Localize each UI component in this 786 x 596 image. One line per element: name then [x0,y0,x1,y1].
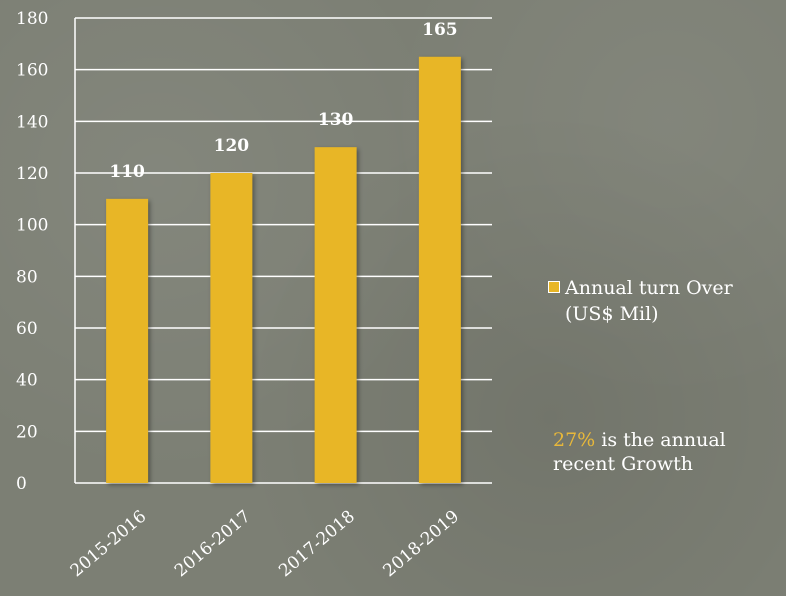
bar [106,198,149,484]
y-tick-label: 80 [16,267,38,287]
x-tick-label: 2015-2016 [67,507,151,582]
data-label: 130 [318,110,354,130]
growth-note: 27% is the annual recent Growth [553,428,753,476]
data-label: 165 [422,20,458,40]
legend-label: Annual turn Over (US$ Mil) [565,277,733,325]
x-tick-label: 2017-2018 [275,507,359,582]
y-tick-label: 180 [16,9,48,29]
x-tick-label: 2016-2017 [171,507,255,582]
legend-swatch [548,281,560,293]
growth-text: is the annual recent Growth [553,429,726,475]
y-tick-label: 120 [16,164,48,184]
x-tick-label: 2018-2019 [380,507,464,582]
y-tick-label: 40 [16,371,38,391]
y-tick-label: 60 [16,319,38,339]
y-tick-label: 100 [16,216,48,236]
growth-percent: 27% [553,429,596,451]
bar [418,56,461,483]
y-tick-label: 20 [16,422,38,442]
chart-legend: Annual turn Over (US$ Mil) [548,275,783,327]
y-tick-label: 160 [16,61,48,81]
y-tick-label: 140 [16,112,48,132]
bar [314,147,357,483]
y-tick-label: 0 [16,474,27,494]
data-label: 110 [109,162,145,182]
bar [210,173,253,483]
data-label: 120 [214,136,250,156]
